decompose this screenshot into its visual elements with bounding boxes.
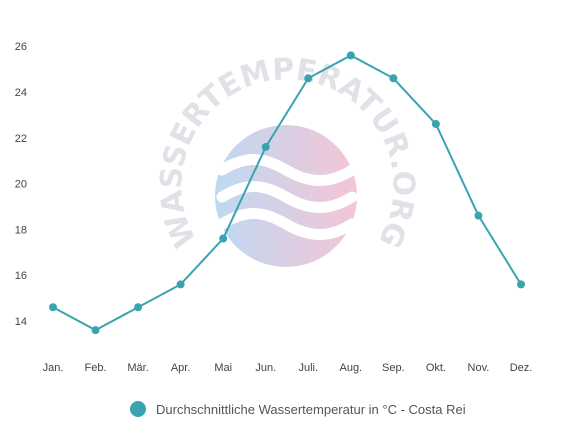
x-tick-label: Sep. <box>382 362 405 374</box>
x-tick-label: Aug. <box>339 362 362 374</box>
y-tick-label: 14 <box>15 316 27 328</box>
x-tick-label: Jan. <box>43 362 64 374</box>
x-tick-label: Mär. <box>127 362 148 374</box>
x-tick-label: Juli. <box>298 362 318 374</box>
y-tick-label: 26 <box>15 41 27 53</box>
data-point[interactable] <box>91 326 100 335</box>
y-tick-label: 18 <box>15 224 27 236</box>
y-tick-label: 24 <box>15 87 27 99</box>
y-tick-label: 16 <box>15 270 27 282</box>
x-tick-label: Dez. <box>510 362 533 374</box>
legend[interactable]: Durchschnittliche Wassertemperatur in °C… <box>130 401 466 417</box>
data-point[interactable] <box>431 120 440 129</box>
data-point[interactable] <box>389 74 398 83</box>
data-point[interactable] <box>261 142 270 151</box>
legend-label[interactable]: Durchschnittliche Wassertemperatur in °C… <box>156 402 466 417</box>
watermark-wave <box>216 208 358 240</box>
x-tick-label: Feb. <box>85 362 107 374</box>
watermark-waves <box>216 154 358 240</box>
data-point[interactable] <box>49 303 57 312</box>
watermark-logo: WASSERTEMPERATUR.ORG <box>154 52 421 267</box>
data-point[interactable] <box>219 234 228 243</box>
x-tick-label: Jun. <box>255 362 276 374</box>
y-tick-label: 22 <box>15 133 27 145</box>
x-tick-label: Nov. <box>468 362 490 374</box>
watermark-wave <box>216 181 358 213</box>
data-point[interactable] <box>346 51 355 60</box>
x-axis: Jan. Feb. Mär. Apr. Mai Jun. Juli. Aug. Sep. Okt.… <box>43 362 533 374</box>
x-tick-label: Apr. <box>171 362 191 374</box>
y-axis: 14 16 18 20 22 24 26 <box>15 41 27 328</box>
watermark-wave <box>216 154 358 186</box>
data-point[interactable] <box>304 74 313 83</box>
data-point[interactable] <box>134 303 143 312</box>
series-layer <box>49 51 525 335</box>
x-tick-label: Mai <box>214 362 232 374</box>
series-line <box>52 54 522 332</box>
data-point[interactable] <box>474 211 483 220</box>
data-point[interactable] <box>176 280 185 289</box>
legend-swatch[interactable] <box>130 401 146 417</box>
y-tick-label: 20 <box>15 179 27 191</box>
x-tick-label: Okt. <box>426 362 446 374</box>
data-point[interactable] <box>517 280 525 289</box>
